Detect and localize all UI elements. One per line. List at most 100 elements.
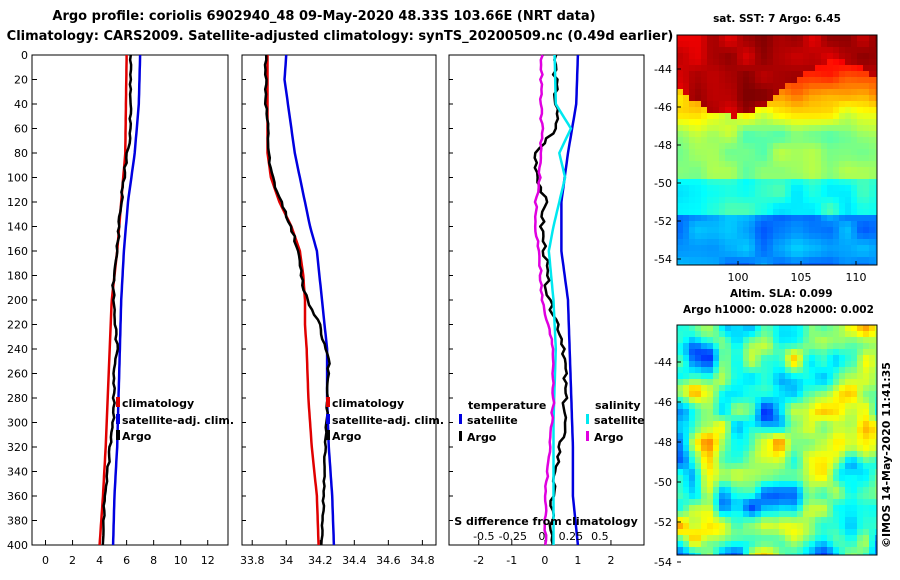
- map-cell: [809, 547, 816, 554]
- map-cell: [719, 245, 726, 252]
- map-cell: [773, 433, 780, 440]
- map-cell: [707, 137, 714, 144]
- map-cell: [839, 487, 846, 494]
- map-cell: [689, 107, 696, 114]
- map-cell: [749, 463, 756, 470]
- map-cell: [743, 439, 750, 446]
- map-cell: [767, 77, 774, 84]
- map-cell: [797, 403, 804, 410]
- map-cell: [737, 451, 744, 458]
- map-cell: [767, 541, 774, 548]
- map-cell: [803, 173, 810, 180]
- map-cell: [713, 409, 720, 416]
- map-cell: [695, 209, 702, 216]
- map-cell: [689, 463, 696, 470]
- map-cell: [677, 535, 684, 542]
- map-cell: [785, 421, 792, 428]
- map-cell: [827, 355, 834, 362]
- map-cell: [707, 445, 714, 452]
- map-cell: [803, 553, 810, 556]
- map-cell: [827, 161, 834, 168]
- map-cell: [719, 71, 726, 78]
- map-cell: [701, 47, 708, 54]
- map-cell: [797, 373, 804, 380]
- map-cell: [857, 107, 864, 114]
- map-cell: [707, 209, 714, 216]
- map-cell: [743, 83, 750, 90]
- map-cell: [851, 541, 858, 548]
- map-cell: [797, 529, 804, 536]
- map-cell: [803, 541, 810, 548]
- map-cell: [743, 451, 750, 458]
- map-cell: [683, 427, 690, 434]
- map-cell: [797, 131, 804, 138]
- map-cell: [773, 439, 780, 446]
- map-cell: [743, 35, 750, 42]
- map-cell: [779, 191, 786, 198]
- map-cell: [713, 215, 720, 222]
- map-cell: [695, 113, 702, 120]
- map-cell: [815, 59, 822, 66]
- map-cell: [779, 445, 786, 452]
- map-cell: [791, 439, 798, 446]
- map-cell: [797, 197, 804, 204]
- map-cell: [743, 257, 750, 264]
- map-cell: [857, 185, 864, 192]
- map-cell: [785, 403, 792, 410]
- map-cell: [851, 553, 858, 556]
- map-cell: [827, 257, 834, 264]
- map-cell: [875, 331, 878, 338]
- map-cell: [821, 83, 828, 90]
- map-cell: [677, 463, 684, 470]
- map-cell: [845, 185, 852, 192]
- map-cell: [749, 547, 756, 554]
- map-cell: [683, 89, 690, 96]
- map-cell: [701, 451, 708, 458]
- map-cell: [845, 343, 852, 350]
- x-tick-label: 34.2: [308, 554, 333, 567]
- map-cell: [857, 439, 864, 446]
- map-cell: [689, 469, 696, 476]
- map-cell: [725, 445, 732, 452]
- map-cell: [749, 505, 756, 512]
- map-cell: [767, 185, 774, 192]
- map-cell: [761, 35, 768, 42]
- map-cell: [803, 487, 810, 494]
- map-cell: [797, 457, 804, 464]
- map-cell: [725, 547, 732, 554]
- map-cell: [755, 215, 762, 222]
- map-cell: [695, 101, 702, 108]
- map-cell: [677, 397, 684, 404]
- map-cell: [707, 547, 714, 554]
- map-cell: [773, 251, 780, 258]
- map-cell: [773, 107, 780, 114]
- map-cell: [689, 101, 696, 108]
- map-cell: [857, 517, 864, 524]
- map-cell: [833, 179, 840, 186]
- map-cell: [851, 355, 858, 362]
- map-cell: [815, 215, 822, 222]
- map-cell: [773, 337, 780, 344]
- map-cell: [803, 457, 810, 464]
- map-cell: [743, 131, 750, 138]
- map-cell: [869, 409, 876, 416]
- map-cell: [821, 119, 828, 126]
- map-cell: [797, 149, 804, 156]
- map-cell: [803, 245, 810, 252]
- map-cell: [725, 221, 732, 228]
- map-cell: [773, 409, 780, 416]
- x-tick-label: -1: [506, 554, 517, 567]
- map-cell: [743, 469, 750, 476]
- map-cell: [725, 59, 732, 66]
- map-cell: [827, 445, 834, 452]
- map-cell: [803, 71, 810, 78]
- map-cell: [809, 325, 816, 332]
- map-cell: [875, 173, 878, 180]
- map-cell: [851, 517, 858, 524]
- map-cell: [815, 107, 822, 114]
- map-cell: [845, 469, 852, 476]
- map-cell: [689, 451, 696, 458]
- map-cell: [863, 245, 870, 252]
- map-cell: [821, 325, 828, 332]
- map-cell: [761, 221, 768, 228]
